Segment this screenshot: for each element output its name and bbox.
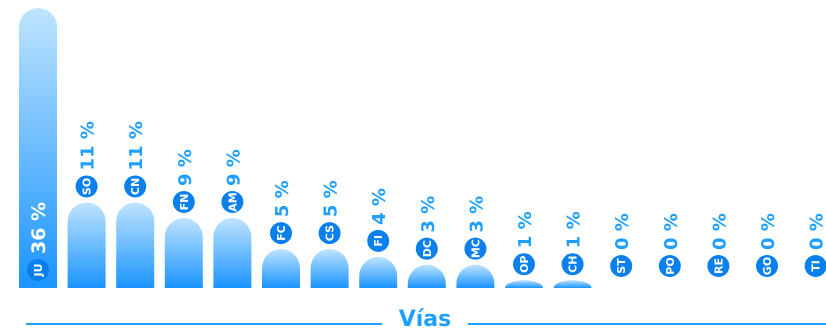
- bar-label-st: ST 0 %: [610, 213, 633, 277]
- value-label: 0 %: [758, 213, 779, 250]
- category-label: ST: [615, 258, 628, 274]
- category-badge-fc: [270, 222, 292, 245]
- value-label: 0 %: [612, 213, 633, 250]
- category-badge-fi: [367, 229, 390, 252]
- bar-label-fn: FN 9 %: [172, 149, 196, 213]
- x-axis-title: Vías: [398, 307, 452, 332]
- category-label: GO: [761, 257, 774, 275]
- category-badge-ti: [804, 255, 826, 277]
- bar-label-fi: FI 4 %: [367, 188, 390, 252]
- bar-ch: [553, 280, 592, 288]
- value-label: 3 %: [418, 196, 439, 233]
- category-label: OP: [518, 256, 531, 273]
- category-badge-cn: [124, 175, 147, 198]
- bar-label-ch: CH 1 %: [561, 211, 585, 276]
- bar-dc: [407, 264, 446, 288]
- value-label: 3 %: [466, 196, 487, 233]
- bars-group: JU 36 % SO 11 % CN 11 % FN 9 % AM 9 % FC 5 % CS 5 % FI…: [19, 8, 826, 288]
- bar-label-fc: FC 5 %: [270, 180, 293, 245]
- value-label: 0 %: [709, 213, 730, 250]
- category-label: CH: [567, 256, 580, 273]
- category-label: DC: [421, 240, 434, 257]
- value-label: 0 %: [807, 213, 826, 250]
- category-label: FC: [275, 225, 288, 241]
- x-axis-footer: Vías: [0, 300, 826, 333]
- category-label: TI: [810, 260, 823, 272]
- value-label: 1 %: [564, 211, 585, 248]
- category-label: SO: [81, 178, 94, 195]
- footer-divider-left: [26, 323, 382, 325]
- category-badge-cs: [318, 222, 341, 245]
- bar-label-op: OP 1 %: [513, 211, 536, 276]
- bar-label-po: PO 0 %: [658, 213, 682, 277]
- bar-label-ti: TI 0 %: [804, 213, 826, 277]
- bar-label-go: GO 0 %: [756, 213, 779, 277]
- bar-label-re: RE 0 %: [707, 213, 730, 277]
- category-badge-fn: [172, 191, 195, 213]
- footer-divider-right: [468, 323, 826, 325]
- value-label: 9 %: [223, 149, 244, 186]
- category-label: AM: [226, 192, 239, 211]
- value-label: 11 %: [126, 121, 147, 170]
- category-label: CS: [324, 225, 337, 241]
- category-badge-mc: [464, 237, 487, 260]
- value-label: 11 %: [78, 121, 99, 170]
- category-label: MC: [469, 239, 482, 258]
- bar-label-cs: CS 5 %: [318, 180, 342, 245]
- bar-label-am: AM 9 %: [221, 149, 244, 213]
- value-label: 0 %: [661, 213, 682, 250]
- bar-am: [213, 218, 252, 288]
- value-label: 4 %: [369, 188, 390, 225]
- category-badge-dc: [415, 237, 438, 260]
- category-badge-op: [513, 253, 535, 276]
- value-label: 9 %: [175, 149, 196, 186]
- category-label: FN: [178, 194, 191, 211]
- category-label: CN: [129, 178, 142, 195]
- bar-so: [67, 202, 106, 288]
- bar-fn: [164, 218, 203, 288]
- value-label: 5 %: [272, 180, 293, 217]
- category-badge-so: [75, 175, 98, 198]
- category-badge-ju: [27, 259, 49, 281]
- value-label: 36 %: [28, 202, 50, 254]
- category-badge-ch: [561, 253, 584, 276]
- bar-label-mc: MC 3 %: [464, 196, 487, 260]
- category-badge-st: [610, 255, 633, 277]
- category-label: JU: [32, 263, 45, 277]
- bar-cn: [116, 202, 155, 288]
- value-label: 1 %: [515, 211, 536, 248]
- category-label: RE: [712, 258, 725, 274]
- bar-op: [505, 280, 543, 288]
- category-label: PO: [664, 257, 677, 274]
- bar-cs: [310, 249, 349, 288]
- category-badge-go: [756, 255, 778, 277]
- bar-label-ju: JU 36 %: [27, 202, 50, 281]
- category-badge-re: [707, 255, 730, 277]
- bar-label-so: SO 11 %: [75, 121, 99, 198]
- bar-label-dc: DC 3 %: [415, 196, 439, 260]
- bar-mc: [456, 264, 495, 288]
- bar-ju: [19, 8, 57, 288]
- bar-fc: [262, 249, 300, 288]
- bar-fi: [359, 256, 398, 288]
- bar-label-cn: CN 11 %: [124, 121, 147, 198]
- category-badge-am: [221, 191, 244, 213]
- category-label: FI: [372, 235, 385, 247]
- value-label: 5 %: [321, 180, 342, 217]
- category-badge-po: [658, 255, 681, 277]
